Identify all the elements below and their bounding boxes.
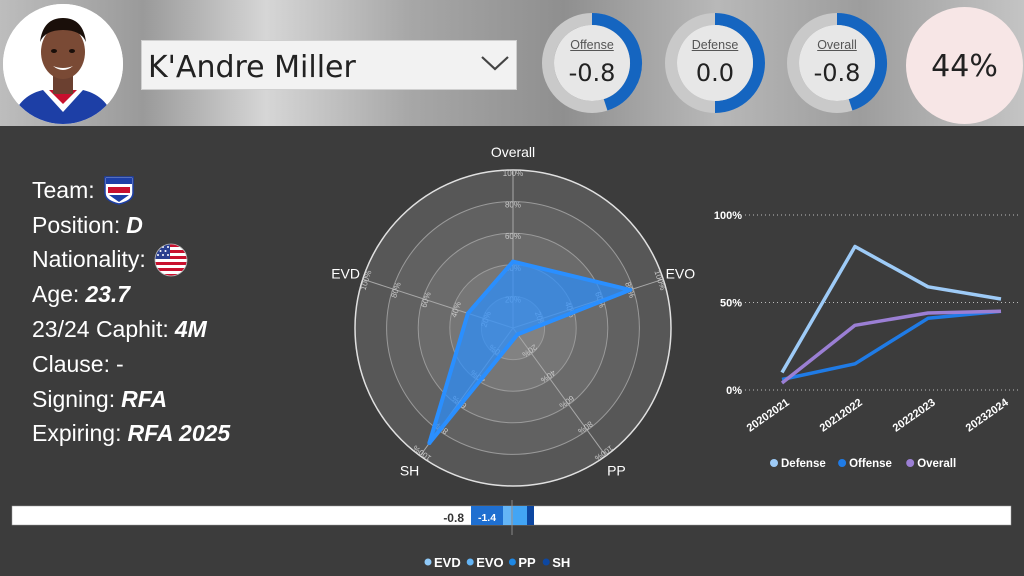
line-series-defense [780,244,1002,374]
age-row: Age: 23.7 [32,277,230,312]
position-label: Position: [32,211,121,238]
team-label: Team: [32,176,95,203]
player-headshot-image [3,4,123,124]
bar-legend-label-evo: EVO [476,555,503,570]
impact-bar-chart-svg: -0.8 -1.4 EVD EVO PP SH [11,500,1012,570]
impact-bar-segment [513,506,527,525]
radar-point [628,287,633,292]
percentile-circle: 44% [906,7,1023,124]
bar-legend-label-pp: PP [518,555,536,570]
offense-gauge: Offense -0.8 [541,12,643,114]
percentile-value: 44% [931,49,998,84]
radar-point [515,332,520,337]
legend-label-overall: Overall [917,458,956,470]
radar-axis-label: SH [400,462,419,478]
line-y-tick-label: 50% [720,298,742,310]
signing-row: Signing: RFA [32,382,230,417]
line-x-tick-label: 20212022 [818,397,865,435]
defense-gauge-ring [665,13,765,113]
bar-legend-label-sh: SH [552,555,570,570]
bar-legend-marker-sh [542,558,550,566]
bar-legend-marker-pp [508,558,516,566]
defense-gauge-label: Defense [691,38,739,52]
line-y-tick-label: 0% [726,385,742,397]
radar-spoke [512,327,607,457]
team-logo-icon [103,176,134,206]
line-x-tick-label: 20222023 [891,397,938,435]
impact-bar-chart: -0.8 -1.4 EVD EVO PP SH [0,495,1024,576]
position-row: Position: D [32,208,230,243]
line-x-tick-label: 20202021 [745,397,792,435]
offense-gauge-label: Offense [570,38,614,52]
radar-chart: 20%40%60%80%100%Overall20%40%60%80%100%E… [300,140,700,490]
caphit-value: 4M [174,316,207,343]
overall-gauge-ring [787,13,887,113]
radar-point [465,311,470,316]
bar-legend-label-evd: EVD [434,555,461,570]
legend-marker-defense [770,459,778,467]
signing-label: Signing: [32,385,116,412]
legend-label-offense: Offense [849,458,892,470]
expiring-row: Expiring: RFA 2025 [32,417,230,452]
line-x-tick-label: 20232024 [964,396,1012,434]
radar-point [511,259,515,264]
overall-gauge-label: Overall [817,38,857,52]
radar-axis-label: Overall [491,144,535,160]
expiring-label: Expiring: [32,420,122,447]
radar-tick-label: 100% [503,169,523,178]
clause-value: - [115,350,124,377]
impact-bar-segment [471,506,503,525]
line-series-overall [780,309,1002,385]
player-name: K'Andre Miller [148,50,356,85]
defense-gauge-value: 0.0 [695,59,735,87]
team-row: Team: [32,173,230,208]
age-label: Age: [32,281,80,308]
position-value: D [126,211,143,238]
trend-line-chart-svg: 100% 50% 0%20202021 20212022 20222023 2023202… [714,210,1020,470]
player-info-panel: Team: Position: D Nationality: [32,173,230,451]
line-y-tick-label: 100% [714,210,742,222]
radar-tick-label: 60% [505,232,521,241]
legend-marker-offense [838,459,847,467]
radar-axis-label: PP [607,462,626,478]
signing-value: RFA [121,385,168,412]
caphit-label: 23/24 Caphit: [32,316,169,343]
offense-gauge-value: -0.8 [568,59,616,87]
legend-label-defense: Defense [781,458,826,470]
line-series-offense [781,309,1002,382]
radar-tick-label: 80% [505,201,521,210]
trend-line-chart: 100% 50% 0% 20202021 20212022 20222023 2023202… [700,200,1024,480]
usa-flag-icon [154,243,188,277]
bar-legend-marker-evo [466,558,474,566]
header-bar: K'Andre Miller Offense -0.8 Defense 0.0 … [0,0,1024,126]
radar-axis-label: EVD [331,266,360,282]
defense-gauge: Defense 0.0 [664,12,766,114]
offense-gauge-ring [542,13,642,113]
nationality-row: Nationality: [32,243,230,278]
legend-marker-overall [906,459,915,467]
chevron-down-icon[interactable] [480,53,510,73]
impact-bar-segment [503,506,513,525]
impact-bar-total-label: -0.8 [443,511,464,525]
caphit-row: 23/24 Caphit: 4M [32,312,230,347]
overall-gauge: Overall -0.8 [786,12,888,114]
expiring-value: RFA 2025 [127,420,231,447]
clause-row: Clause: - [32,347,230,382]
nationality-label: Nationality: [32,246,146,273]
overall-gauge-value: -0.8 [813,59,861,87]
radar-point [427,441,432,446]
player-avatar [3,4,123,124]
impact-bar-segment [527,506,534,525]
radar-series-area [427,259,633,445]
radar-chart-svg: 20%40%60%80%100%Overall20%40%60%80%100%E… [331,144,696,487]
radar-axis-label: EVO [666,266,696,282]
bar-legend-marker-evd [424,558,432,566]
clause-label: Clause: [32,350,110,377]
impact-bar-segment-label: -1.4 [478,512,496,524]
age-value: 23.7 [85,281,131,308]
player-dropdown[interactable]: K'Andre Miller [141,40,517,90]
